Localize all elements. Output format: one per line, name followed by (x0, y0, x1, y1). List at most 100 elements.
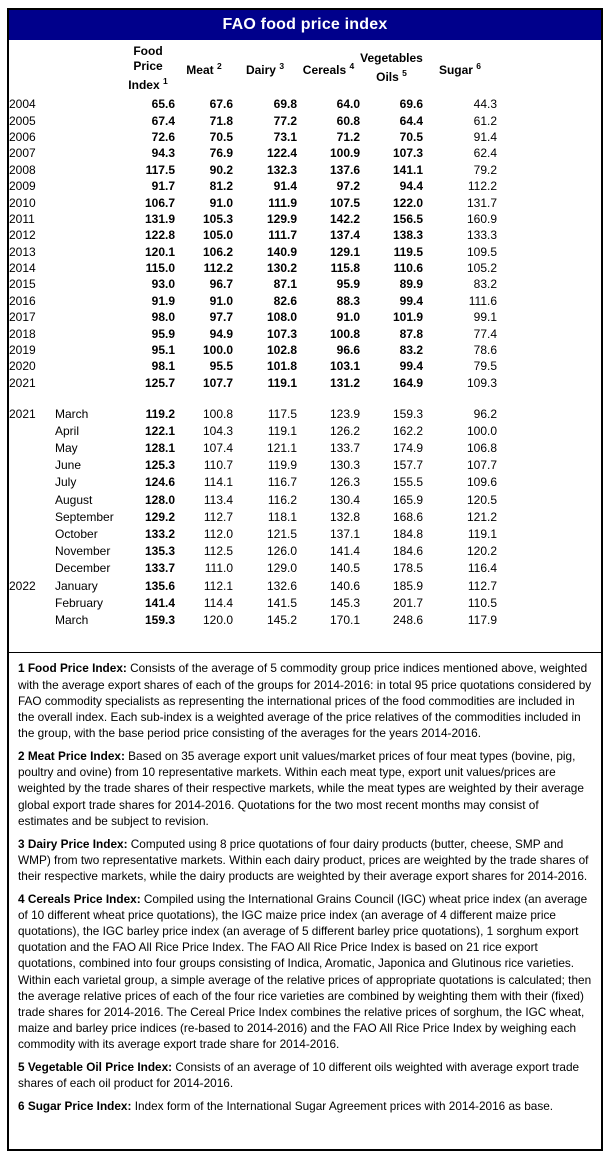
col-header-word: Meat (186, 62, 217, 77)
value-cell: 145.2 (266, 612, 297, 627)
value-cell: 106.7 (144, 195, 175, 210)
footnote-label: 1 Food Price Index: (18, 661, 131, 676)
value-cell: 126.2 (329, 423, 360, 438)
value-cell: 100.0 (202, 343, 233, 358)
annual-row: 2016 91.9 91.0 82.6 88.3 99.4 111.6 (9, 293, 497, 309)
value-cell: 159.3 (392, 406, 423, 421)
value-cell: 185.9 (392, 578, 423, 593)
value-cell: 98.1 (151, 359, 175, 374)
value-cell: 97.7 (209, 310, 233, 325)
value-cell: 91.4 (273, 179, 297, 194)
col-header-line1: Vegetables (360, 51, 423, 65)
value-cell: 142.2 (329, 211, 360, 226)
year-cell: 2021 (9, 406, 36, 421)
col-header-line2: Sugar 6 (423, 59, 497, 78)
value-cell: 120.0 (202, 612, 233, 627)
month-cell: July (55, 475, 77, 490)
spacer-cell (9, 391, 497, 405)
value-cell: 129.0 (266, 561, 297, 576)
value-cell: 100.8 (202, 406, 233, 421)
year-cell: 2021 (9, 375, 36, 390)
year-cell: 2013 (9, 244, 36, 259)
year-cell (9, 508, 55, 525)
value-cell: 128.1 (144, 441, 175, 455)
value-cell: 107.7 (466, 458, 497, 473)
annual-row: 2018 95.9 94.9 107.3 100.8 87.8 77.4 (9, 325, 497, 341)
value-cell: 109.3 (466, 375, 497, 390)
col-header-word: Cereals (302, 62, 350, 77)
value-cell: 109.5 (466, 244, 497, 259)
footnote-label: 5 Vegetable Oil Price Index: (18, 1060, 176, 1075)
table-body: 2004 65.6 67.6 69.8 64.0 69.6 44.3 2005 67.4 71.8… (9, 96, 497, 628)
month-cell (55, 162, 121, 178)
value-cell: 95.1 (151, 343, 175, 358)
value-cell: 107.4 (202, 441, 233, 455)
month-cell (55, 358, 121, 374)
value-cell: 110.5 (467, 595, 497, 610)
annual-row: 2015 93.0 96.7 87.1 95.9 89.9 83.2 (9, 276, 497, 292)
value-cell: 119.1 (267, 423, 297, 438)
month-cell: September (55, 509, 114, 524)
footnote-text: Compiled using the International Grains … (18, 891, 592, 1052)
value-cell: 60.8 (336, 113, 360, 128)
month-cell (55, 178, 121, 194)
year-cell: 2006 (9, 129, 36, 144)
value-cell: 94.4 (399, 179, 423, 194)
month-cell (55, 129, 121, 145)
value-cell: 115.0 (145, 261, 175, 276)
value-cell: 126.3 (329, 475, 360, 490)
value-cell: 122.8 (144, 228, 175, 243)
value-cell: 132.3 (266, 162, 297, 177)
value-cell: 128.0 (144, 492, 175, 507)
value-cell: 135.3 (144, 544, 175, 559)
month-cell: April (55, 423, 80, 438)
year-cell: 2011 (9, 211, 35, 226)
month-cell: June (55, 458, 82, 473)
value-cell: 121.2 (466, 509, 497, 524)
month-cell: August (55, 492, 93, 507)
year-cell: 2015 (9, 277, 36, 292)
value-cell: 157.7 (392, 458, 423, 473)
value-cell: 117.5 (145, 162, 175, 177)
value-cell: 115.8 (330, 261, 360, 276)
year-cell: 2014 (9, 261, 36, 276)
value-cell: 87.8 (399, 326, 423, 341)
year-cell: 2020 (9, 359, 36, 374)
footnote-1: 1 Food Price Index: Consists of the aver… (18, 660, 592, 741)
monthly-row: 2021 March 119.2 100.8 117.5 123.9 159.3 96.2 (9, 405, 497, 422)
annual-row: 2005 67.4 71.8 77.2 60.8 64.4 61.2 (9, 112, 497, 128)
col-header-line2: Oils 5 (360, 66, 423, 85)
value-cell: 130.3 (329, 458, 360, 473)
value-cell: 118.1 (267, 509, 297, 524)
footnote-label: 4 Cereals Price Index: (18, 891, 144, 906)
col-header-word: Index (128, 77, 163, 92)
year-cell (9, 422, 55, 439)
annual-row: 2010 106.7 91.0 111.9 107.5 122.0 131.7 (9, 194, 497, 210)
col-header-line2: Cereals 4 (297, 59, 360, 78)
value-cell: 184.8 (392, 526, 423, 541)
footnote-text: Consists of an average of 10 different o… (18, 1060, 580, 1091)
col-header-word: Sugar (438, 62, 477, 77)
month-cell (55, 112, 121, 128)
month-cell: December (55, 561, 111, 576)
value-cell: 88.3 (336, 293, 360, 308)
annual-row: 2009 91.7 81.2 91.4 97.2 94.4 112.2 (9, 178, 497, 194)
value-cell: 64.4 (399, 113, 423, 128)
value-cell: 162.2 (392, 423, 423, 438)
year-cell: 2004 (9, 97, 36, 112)
value-cell: 119.2 (145, 406, 175, 421)
year-cell (9, 474, 55, 491)
value-cell: 95.9 (151, 326, 175, 341)
value-cell: 103.1 (329, 359, 360, 374)
year-cell: 2018 (9, 326, 36, 341)
value-cell: 141.4 (144, 595, 175, 610)
year-cell: 2022 (9, 578, 36, 593)
value-cell: 133.7 (144, 561, 175, 576)
month-cell (55, 342, 121, 358)
col-header-line2: Dairy 3 (233, 59, 297, 78)
col-header-sup: 2 (216, 60, 222, 71)
value-cell: 120.2 (466, 544, 497, 559)
col-header-sup: 1 (162, 75, 168, 86)
value-cell: 83.2 (473, 277, 497, 292)
value-cell: 135.6 (144, 578, 175, 593)
